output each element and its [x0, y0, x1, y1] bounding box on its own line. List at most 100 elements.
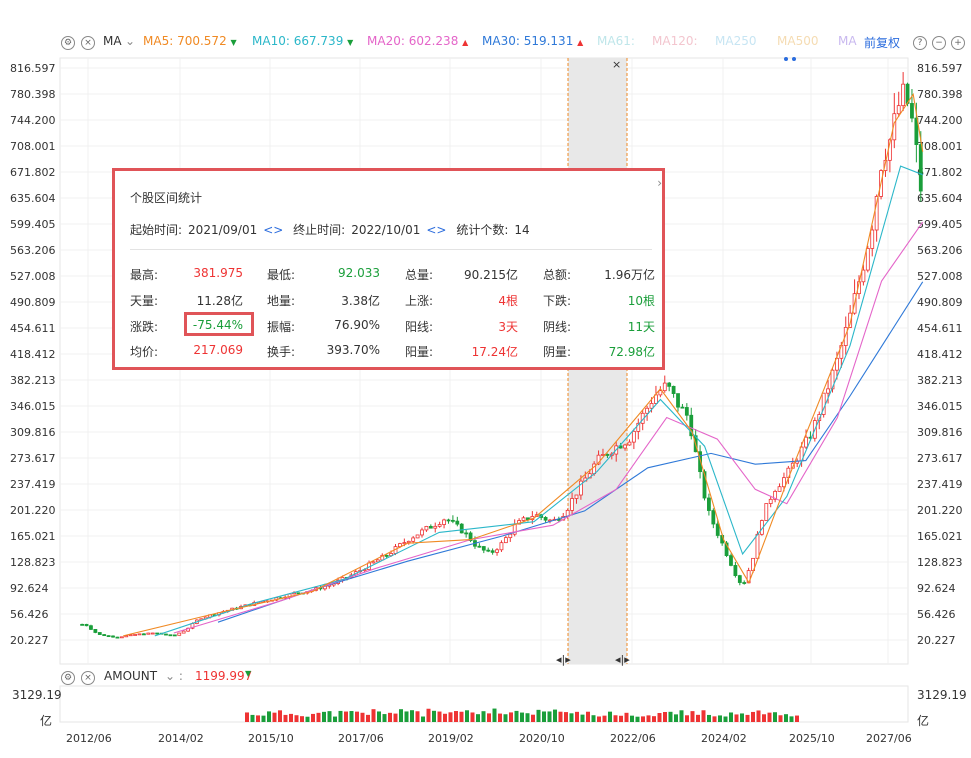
amount-label[interactable]: AMOUNT: [104, 669, 158, 683]
y-tick-label-left: 128.823: [10, 556, 56, 569]
y-tick-label-right: 780.398: [917, 88, 963, 101]
candle-body: [764, 503, 769, 521]
candle-body: [503, 537, 508, 544]
volume-bar: [410, 710, 414, 722]
candle-body: [698, 451, 702, 473]
amount-settings-icon[interactable]: ⚙: [61, 671, 75, 685]
stat-value: 90.215亿: [464, 268, 518, 282]
y-tick-label-left: 816.597: [10, 62, 56, 75]
y-tick-label-right: 92.624: [917, 582, 956, 595]
volume-bar: [355, 711, 359, 722]
stats-close-icon[interactable]: ›: [657, 176, 662, 190]
candle-body: [896, 105, 901, 115]
volume-bar: [778, 715, 783, 722]
candle-body: [155, 632, 160, 635]
y-tick-label-right: 671.802: [917, 166, 963, 179]
candle-body: [106, 635, 111, 638]
plus-icon[interactable]: +: [951, 36, 965, 50]
volume-bar: [322, 711, 326, 722]
settings-icon[interactable]: ⚙: [61, 36, 75, 50]
candle-body: [543, 517, 548, 521]
amount-unit-left: 亿: [40, 714, 53, 728]
end-date[interactable]: 2022/10/01: [351, 223, 421, 237]
y-tick-label-right: 273.617: [917, 452, 963, 465]
stat-label: 最低:: [267, 268, 296, 282]
end-adjust-icon[interactable]: <>: [426, 223, 447, 237]
candle-body: [424, 526, 429, 531]
candle-body: [181, 630, 186, 634]
volume-bar: [492, 708, 497, 722]
candle-body: [433, 525, 438, 529]
help-icon[interactable]: ?: [913, 36, 927, 50]
y-tick-label-right: 382.213: [917, 374, 963, 387]
highlight-end-handle-icon: ◂|▸: [615, 653, 630, 666]
volume-bar: [591, 715, 596, 722]
candle-body: [773, 491, 778, 500]
marker-dot: [784, 57, 788, 61]
chevron-down-icon[interactable]: ⌄: [125, 34, 136, 48]
candle-body: [605, 454, 610, 456]
candle-body: [596, 454, 601, 465]
y-tick-label-left: 56.426: [10, 608, 49, 621]
stat-value: 3天: [498, 320, 518, 334]
volume-bar: [520, 712, 524, 722]
volume-bar: [547, 711, 552, 722]
volume-bar: [487, 713, 491, 722]
y-tick-label-left: 346.015: [10, 400, 56, 413]
candle-body: [477, 545, 482, 548]
amount-close-icon[interactable]: ×: [81, 671, 95, 685]
volume-bar: [756, 710, 761, 722]
ma20-legend: MA20: 602.238 ▲: [367, 34, 468, 48]
y-tick-label-left: 382.213: [10, 374, 56, 387]
volume-bar: [426, 708, 431, 722]
candle-body: [835, 357, 839, 371]
volume-bar: [767, 712, 772, 722]
volume-bar: [267, 711, 271, 722]
volume-bar: [333, 716, 337, 722]
volume-bar: [701, 710, 706, 722]
candle-body: [817, 414, 822, 421]
start-adjust-icon[interactable]: <>: [263, 223, 284, 237]
volume-bar: [459, 711, 464, 722]
volume-bar: [718, 715, 722, 722]
candle-body: [662, 382, 667, 392]
volume-bar: [729, 712, 733, 722]
volume-bar: [245, 712, 249, 722]
close-icon[interactable]: ×: [81, 36, 95, 50]
y-tick-label-left: 708.001: [10, 140, 56, 153]
y-tick-label-left: 20.227: [10, 634, 49, 647]
indicator-select[interactable]: MA: [103, 34, 122, 48]
y-tick-label-left: 454.611: [10, 322, 56, 335]
candle-body: [910, 103, 914, 119]
amount-chevron-icon[interactable]: ⌄ :: [165, 669, 183, 683]
ma30-arrow: ▲: [577, 38, 584, 47]
candle-body: [411, 537, 416, 542]
y-tick-label-right: 165.021: [917, 530, 963, 543]
ma-legend: ⚙ × MA ⌄ MA5: 700.572 ▼ MA10: 667.739 ▼ …: [0, 32, 971, 52]
stat-label: 天量:: [130, 294, 159, 308]
y-tick-label-right: 744.200: [917, 114, 963, 127]
stat-label: 阴量:: [543, 345, 572, 359]
minus-icon[interactable]: −: [932, 36, 946, 50]
candle-body: [499, 542, 504, 551]
y-tick-label-right: 309.816: [917, 426, 963, 439]
ma30-value: 519.131: [523, 34, 574, 48]
stat-label: 地量:: [267, 294, 296, 308]
stat-value: 4根: [498, 294, 518, 308]
stats-title: 个股区间统计: [130, 191, 203, 205]
adjust-button[interactable]: 前复权: [864, 36, 901, 50]
stat-value: 11天: [627, 320, 655, 334]
stat-value: 393.70%: [326, 343, 380, 357]
start-date[interactable]: 2021/09/01: [188, 223, 258, 237]
y-tick-label-right: 563.206: [917, 244, 963, 257]
stat-value: 17.24亿: [471, 345, 518, 359]
candle-body: [733, 565, 738, 577]
ma20-line: [173, 221, 924, 634]
volume-bar: [652, 716, 656, 722]
volume-bar: [465, 710, 469, 722]
volume-bar: [575, 711, 579, 722]
ma61-legend: MA61:: [597, 34, 635, 48]
volume-bar: [696, 714, 700, 722]
price-plot-frame: [59, 57, 909, 665]
